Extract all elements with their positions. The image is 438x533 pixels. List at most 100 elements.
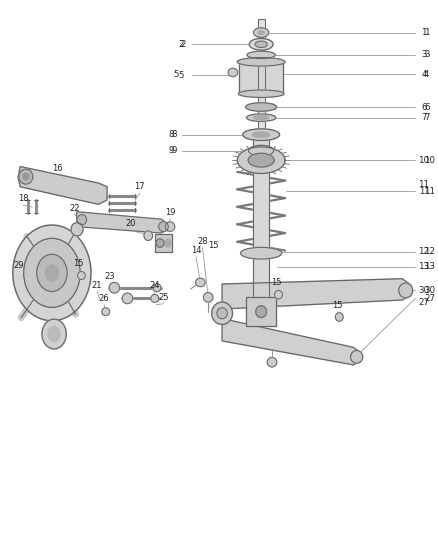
Ellipse shape	[102, 308, 110, 316]
Text: 9: 9	[169, 146, 174, 155]
Text: 1: 1	[424, 28, 429, 37]
Ellipse shape	[240, 247, 282, 259]
Circle shape	[13, 225, 91, 321]
Text: 19: 19	[165, 208, 175, 217]
Text: 24: 24	[149, 280, 160, 289]
Text: 17: 17	[134, 182, 145, 191]
Bar	[246, 297, 276, 326]
Ellipse shape	[254, 28, 269, 37]
Bar	[240, 62, 283, 94]
Ellipse shape	[144, 231, 152, 240]
Polygon shape	[222, 319, 361, 365]
Text: 4: 4	[424, 70, 429, 78]
Bar	[240, 62, 283, 94]
Text: 4: 4	[421, 70, 427, 78]
Ellipse shape	[399, 283, 413, 298]
Ellipse shape	[164, 239, 171, 247]
Ellipse shape	[246, 103, 277, 111]
Ellipse shape	[256, 306, 267, 318]
Text: 12: 12	[418, 247, 429, 256]
Text: 6: 6	[421, 102, 427, 111]
Text: 25: 25	[158, 293, 169, 302]
Text: 5: 5	[178, 70, 184, 79]
Bar	[155, 233, 172, 252]
Polygon shape	[18, 166, 107, 204]
Ellipse shape	[247, 51, 275, 59]
Text: 11: 11	[418, 180, 429, 189]
Ellipse shape	[153, 284, 161, 292]
Text: 10: 10	[418, 156, 429, 165]
Ellipse shape	[255, 41, 267, 47]
Text: 13: 13	[418, 262, 429, 271]
Ellipse shape	[237, 58, 285, 66]
Ellipse shape	[19, 169, 33, 184]
Text: 6: 6	[424, 102, 429, 111]
Text: 29: 29	[14, 261, 24, 270]
Text: 2: 2	[178, 40, 184, 49]
Ellipse shape	[196, 278, 205, 287]
Ellipse shape	[336, 313, 343, 321]
Ellipse shape	[247, 114, 276, 122]
Ellipse shape	[228, 68, 238, 77]
Text: 13: 13	[424, 262, 435, 271]
Bar	[253, 130, 269, 321]
Text: 8: 8	[169, 130, 174, 139]
Circle shape	[37, 254, 67, 292]
Ellipse shape	[249, 38, 273, 50]
Ellipse shape	[275, 290, 283, 299]
Polygon shape	[248, 154, 274, 167]
Text: 2: 2	[180, 40, 186, 49]
Ellipse shape	[254, 116, 269, 120]
Polygon shape	[222, 279, 411, 309]
Ellipse shape	[122, 293, 133, 304]
Text: 27: 27	[424, 294, 435, 303]
Text: 15: 15	[271, 278, 282, 287]
Text: 12: 12	[424, 247, 435, 256]
Circle shape	[48, 327, 60, 342]
Text: 15: 15	[73, 259, 83, 268]
Text: 7: 7	[424, 113, 429, 122]
Bar	[246, 297, 276, 326]
Polygon shape	[237, 147, 285, 173]
Ellipse shape	[217, 308, 227, 319]
Text: 10: 10	[424, 156, 435, 165]
Text: 15: 15	[208, 241, 219, 250]
Ellipse shape	[109, 282, 120, 293]
Ellipse shape	[350, 351, 363, 364]
Circle shape	[42, 319, 66, 349]
Ellipse shape	[78, 271, 85, 279]
Text: 3: 3	[424, 51, 429, 59]
Text: 8: 8	[172, 130, 177, 139]
Text: 14: 14	[191, 246, 201, 255]
Ellipse shape	[248, 146, 274, 156]
Text: 28: 28	[197, 237, 208, 246]
Ellipse shape	[258, 31, 264, 35]
Ellipse shape	[165, 222, 175, 231]
Ellipse shape	[267, 358, 277, 367]
Text: 18: 18	[18, 195, 28, 204]
Text: 27: 27	[418, 298, 429, 307]
Ellipse shape	[151, 294, 159, 302]
Ellipse shape	[23, 173, 29, 180]
Text: 16: 16	[52, 164, 63, 173]
Ellipse shape	[71, 223, 83, 236]
Ellipse shape	[243, 129, 279, 141]
Ellipse shape	[252, 132, 270, 138]
Ellipse shape	[212, 302, 233, 325]
Ellipse shape	[238, 90, 284, 98]
Text: 1: 1	[421, 28, 427, 37]
Ellipse shape	[159, 222, 168, 232]
Ellipse shape	[156, 239, 164, 247]
Text: 21: 21	[92, 281, 102, 290]
Ellipse shape	[203, 293, 213, 302]
Text: 26: 26	[99, 294, 110, 303]
Text: 30: 30	[418, 286, 429, 295]
Polygon shape	[77, 212, 168, 233]
Text: 30: 30	[424, 286, 435, 295]
Bar	[253, 130, 269, 321]
Text: 23: 23	[105, 272, 115, 280]
Ellipse shape	[77, 215, 87, 225]
Text: 5: 5	[174, 70, 179, 78]
Bar	[258, 19, 265, 128]
Circle shape	[24, 238, 80, 308]
